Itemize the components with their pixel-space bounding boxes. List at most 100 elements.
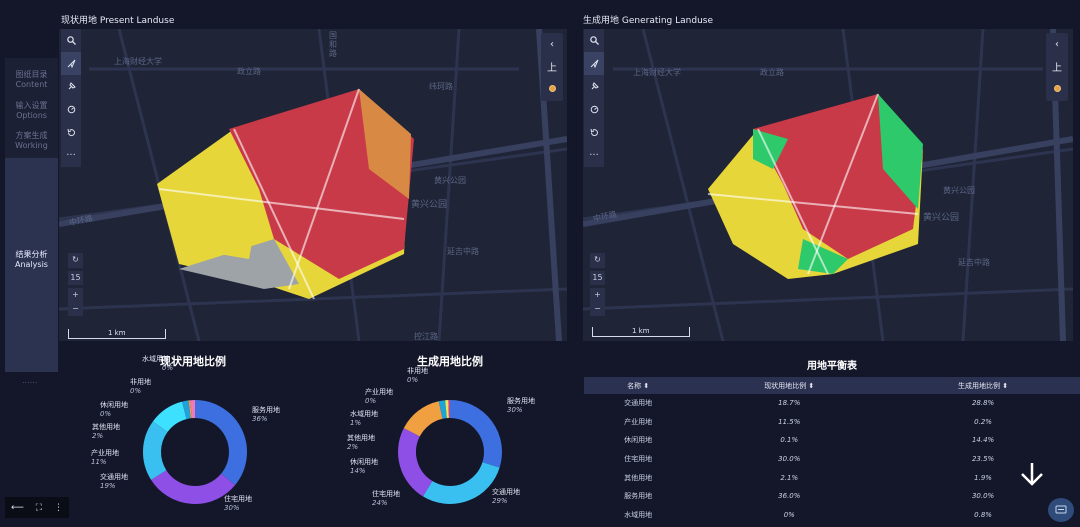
donut0-label-leisure: 休闲用地 0%	[100, 401, 128, 418]
right-scale-bar	[592, 327, 690, 337]
col-present-header[interactable]: 现状用地比例 ⬍	[764, 381, 815, 390]
donut-slice-3	[403, 401, 444, 437]
table-row: 交通用地 18.7% 28.8%	[584, 394, 1080, 413]
generating-landuse-map[interactable]: 上海财经大学 政立路 黄兴公园 黄兴公园 延吉中路 中环路	[583, 29, 1073, 341]
sidebar-item-content[interactable]: 图纸目录 Content	[15, 70, 48, 89]
donut1-label-traffic: 交通用地 29%	[492, 488, 520, 505]
balance-table-title: 用地平衡表	[807, 361, 857, 372]
sidebar-item-analysis[interactable]: 结果分析 Analysis	[5, 158, 58, 372]
left-zoom-out-button[interactable]: −	[68, 302, 83, 316]
layer-dot-icon[interactable]	[1046, 77, 1068, 99]
up-button[interactable]: 上	[1052, 62, 1062, 74]
row-name-cell: 服务用地	[624, 492, 653, 501]
map-label-univ: 上海财经大学	[114, 57, 162, 66]
sidebar-item-options[interactable]: 输入设置 Options	[15, 101, 48, 120]
left-reset-zoom-button[interactable]: ↻	[68, 253, 83, 268]
table-row: 产业用地 11.5% 0.2%	[584, 413, 1080, 432]
search-icon[interactable]	[61, 29, 81, 52]
left-scale-bar	[68, 329, 166, 339]
right-zoom-level: 15	[590, 271, 605, 285]
donut0-label-industry: 产业用地 11%	[91, 449, 119, 466]
donut-slice-0	[449, 400, 502, 468]
row-present-cell: 0%	[783, 510, 795, 519]
donut-slice-2	[143, 421, 168, 480]
up-button[interactable]: 上	[547, 62, 557, 74]
left-scale-label: 1 km	[108, 329, 126, 337]
search-icon[interactable]	[584, 29, 604, 52]
donut1-label-residential: 住宅用地 24%	[372, 490, 400, 507]
more-vertical-icon[interactable]: ⋮	[54, 502, 64, 513]
right-zoom-in-button[interactable]: +	[590, 288, 605, 302]
fullscreen-icon[interactable]: ⛶	[35, 502, 43, 513]
row-name-cell: 水域用地	[624, 510, 653, 519]
pin-icon[interactable]	[584, 75, 604, 98]
collapse-icon[interactable]: ‹	[550, 38, 554, 50]
row-generated-cell: 0.2%	[974, 417, 992, 426]
map-label-univ-right: 上海财经大学	[633, 68, 681, 77]
row-generated-cell: 14.4%	[971, 436, 995, 445]
pin-icon[interactable]	[61, 75, 81, 98]
map-label-kongjiang: 控江路	[414, 332, 438, 341]
row-name-cell: 休闲用地	[624, 436, 653, 445]
target-icon[interactable]	[61, 98, 81, 121]
map-base-right	[583, 29, 1073, 341]
right-map-side-controls: ‹ 上	[1046, 33, 1068, 101]
present-ratio-title: 现状用地比例	[160, 355, 226, 368]
history-icon[interactable]	[61, 121, 81, 144]
row-name-cell: 交通用地	[624, 399, 653, 408]
map-label-zhengli-right: 政立路	[760, 68, 784, 77]
donut-slice-4	[182, 400, 191, 420]
map-label-huangxing-right2: 黄兴公园	[923, 213, 960, 223]
donut1-label-leisure: 休闲用地 14%	[350, 458, 378, 475]
right-zoom-out-button[interactable]: −	[590, 302, 605, 316]
donut-slice-2	[398, 428, 433, 497]
table-header-row: 名称 ⬍ 现状用地比例 ⬍ 生成用地比例 ⬍	[584, 377, 1080, 394]
row-name-cell: 产业用地	[624, 417, 653, 426]
pointer-icon[interactable]	[584, 52, 604, 75]
layer-dot-icon[interactable]	[541, 77, 563, 99]
more-icon[interactable]: ···	[589, 150, 599, 161]
donut-slice-3	[152, 401, 188, 433]
donut1-label-water: 水域用地 1%	[350, 410, 378, 427]
donut0-label-nonland: 非用地 0%	[130, 378, 151, 395]
back-arrow-icon[interactable]: ⟵	[10, 502, 24, 513]
left-zoom-level: 15	[68, 271, 83, 285]
col-generated-header[interactable]: 生成用地比例 ⬍	[958, 381, 1009, 390]
map-label-yanji-right: 延吉中路	[958, 258, 990, 267]
sidebar-more[interactable]: ......	[22, 376, 38, 385]
target-icon[interactable]	[584, 98, 604, 121]
row-name-cell: 住宅用地	[624, 455, 653, 464]
pointer-icon[interactable]	[61, 52, 81, 75]
map-label-shijing: 纬珂路	[429, 82, 453, 91]
col-name-header[interactable]: 名称 ⬍	[627, 381, 650, 390]
row-generated-cell: 28.8%	[971, 399, 995, 408]
donut-slice-1	[422, 461, 500, 504]
donut-slice-4	[438, 400, 447, 419]
sidebar-item-working[interactable]: 方案生成 Working	[15, 131, 48, 150]
donut1-label-other: 其他用地 2%	[347, 434, 375, 451]
bottom-control-bar: ⟵ ⛶ ⋮	[5, 497, 69, 518]
map-label-yanji: 延吉中路	[447, 247, 479, 256]
generated-ratio-donut	[398, 400, 502, 504]
more-icon[interactable]: ···	[66, 150, 76, 161]
chat-icon[interactable]	[1048, 498, 1074, 522]
history-icon[interactable]	[584, 121, 604, 144]
map-label-huangxing-right: 黄兴公园	[943, 186, 975, 195]
balance-table: 名称 ⬍ 现状用地比例 ⬍ 生成用地比例 ⬍ 交通用地 18.7% 28.8% 产业用…	[584, 377, 1080, 524]
generating-landuse-title: 生成用地 Generating Landuse	[583, 16, 714, 26]
table-row: 住宅用地 30.0% 23.5%	[584, 450, 1080, 469]
collapse-icon[interactable]: ‹	[1055, 38, 1059, 50]
right-reset-zoom-button[interactable]: ↻	[590, 253, 605, 268]
donut0-label-service: 服务用地 36%	[252, 406, 280, 423]
left-zoom-in-button[interactable]: +	[68, 288, 83, 302]
row-present-cell: 2.1%	[780, 473, 799, 482]
row-generated-cell: 1.9%	[974, 473, 992, 482]
row-present-cell: 11.5%	[778, 417, 801, 426]
arrow-down-icon[interactable]	[1017, 460, 1047, 490]
row-present-cell: 18.7%	[778, 399, 801, 408]
donut-slice-0	[194, 400, 247, 486]
map-label-huangxing-park: 黄兴公园	[434, 176, 466, 185]
generated-ratio-title: 生成用地比例	[417, 355, 483, 368]
present-landuse-map[interactable]: 上海财经大学 政立路 国和路 纬珂路 黄兴公园 黄兴公园 延吉中路 中环路 控江…	[59, 29, 567, 341]
donut0-label-residential: 住宅用地 30%	[224, 495, 252, 512]
